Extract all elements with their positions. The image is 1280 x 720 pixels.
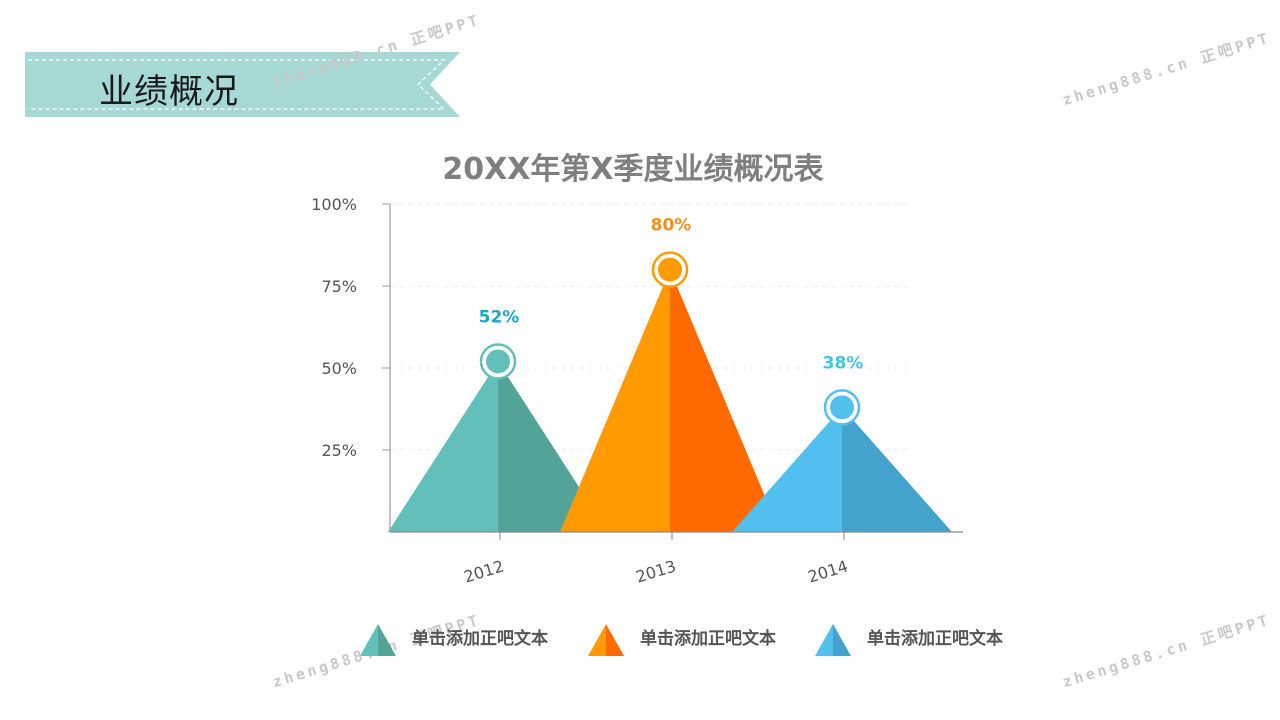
- legend-item: 单击添加正吧文本: [360, 624, 548, 656]
- x-tick-label: 2012: [462, 556, 506, 586]
- x-tick-label: 2014: [806, 556, 850, 586]
- legend-swatch-dark: [606, 624, 624, 656]
- legend-swatch-light: [815, 624, 833, 656]
- peak-marker-dot: [658, 257, 682, 282]
- pyramid-face-light: [560, 269, 670, 532]
- y-tick-label: 75%: [321, 277, 357, 296]
- legend-swatch-light: [360, 624, 378, 656]
- legend-swatch-dark: [833, 624, 851, 656]
- pyramid-bar-2013: [560, 251, 780, 532]
- data-label: 52%: [479, 307, 520, 327]
- legend-label: 单击添加正吧文本: [412, 628, 548, 649]
- y-tick-label: 25%: [321, 441, 357, 460]
- data-label: 38%: [823, 353, 864, 373]
- pyramid-face-light: [388, 361, 498, 532]
- pyramid-face-dark: [842, 407, 952, 532]
- pyramid-face-light: [732, 407, 842, 532]
- legend-item: 单击添加正吧文本: [588, 624, 776, 656]
- y-tick-label: 50%: [321, 359, 357, 378]
- pyramid-bar-2014: [732, 389, 952, 532]
- pyramid-face-dark: [498, 361, 608, 532]
- legend-swatch-light: [588, 624, 606, 656]
- legend-label: 单击添加正吧文本: [867, 628, 1003, 649]
- data-label: 80%: [651, 216, 692, 236]
- legend-swatch-dark: [378, 624, 396, 656]
- x-tick-label: 2013: [634, 556, 678, 586]
- legend-item: 单击添加正吧文本: [815, 624, 1003, 656]
- peak-marker-dot: [486, 349, 510, 374]
- y-tick-label: 100%: [311, 195, 357, 214]
- title-banner: [25, 52, 460, 117]
- chart-title: 20XX年第X季度业绩概况表: [442, 152, 823, 187]
- pyramid-bar-2012: [388, 343, 608, 532]
- pyramid-face-dark: [670, 269, 780, 532]
- peak-marker-dot: [830, 395, 854, 420]
- legend-label: 单击添加正吧文本: [640, 628, 776, 649]
- page-title: 业绩概况: [99, 72, 239, 112]
